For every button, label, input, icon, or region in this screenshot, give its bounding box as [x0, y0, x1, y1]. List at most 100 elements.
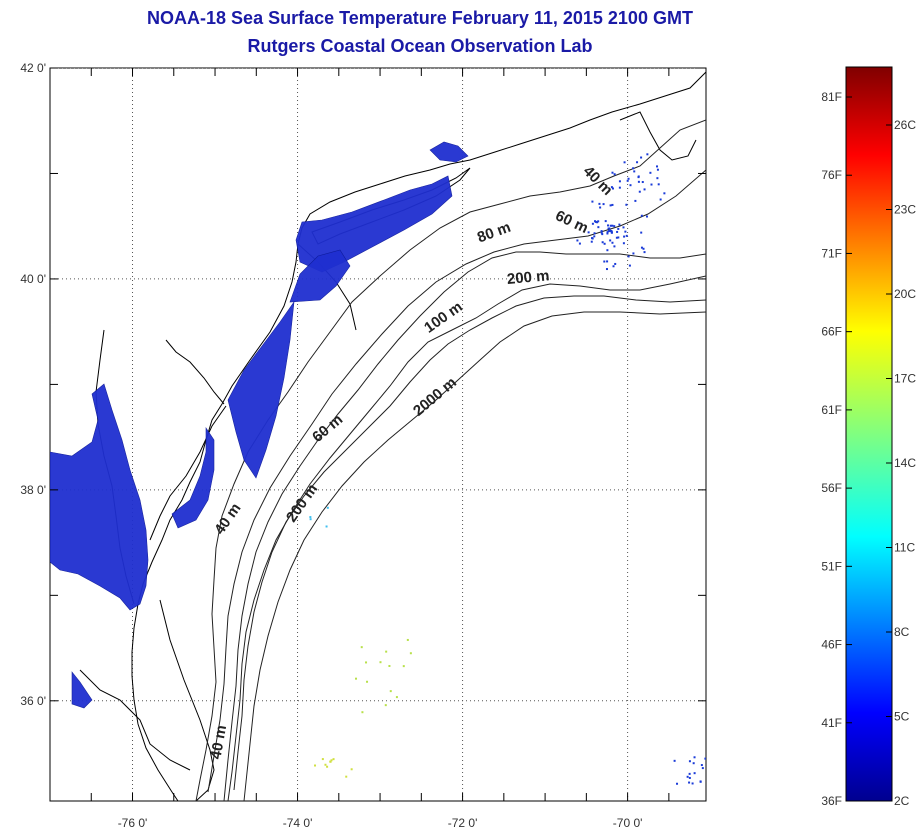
lat-tick-label: 42 0' [20, 61, 46, 75]
colorbar-c-label: 14C [894, 456, 916, 470]
sst-pixel [609, 224, 612, 227]
sst-pixel [656, 168, 659, 171]
sst-pixel [607, 230, 610, 233]
sst-pixel [657, 183, 660, 186]
sst-pixel [326, 506, 329, 509]
colorbar-c-label: 17C [894, 372, 916, 386]
sst-pixel [593, 235, 596, 238]
sst-pixel [314, 764, 317, 767]
sst-pixel [350, 768, 353, 771]
sst-pixel [623, 161, 626, 164]
sst-pixel [656, 165, 659, 168]
sst-pixel [611, 241, 614, 244]
map-frame [49, 67, 707, 802]
sst-pixel [365, 661, 368, 664]
sst-pixel [673, 759, 676, 762]
delaware-bay [165, 339, 225, 405]
sst-pixel [324, 763, 327, 766]
sst-pixel [609, 239, 612, 242]
sst-pixel [627, 255, 630, 258]
sst-pixel [601, 233, 604, 236]
sst-pixel [650, 183, 653, 186]
sst-scatter [309, 153, 706, 785]
sst-pixel [329, 760, 332, 763]
graticule [50, 68, 706, 801]
sst-pixel [578, 242, 581, 245]
sst-pixel [600, 230, 603, 233]
sst-pixel [688, 781, 691, 784]
sst-pixel [623, 235, 626, 238]
sst-coverage [50, 141, 469, 709]
isobath-label: 200 m [506, 267, 550, 288]
sst-pixel [603, 260, 606, 263]
sst-pixel [688, 772, 691, 775]
sst-pixel [409, 652, 412, 655]
sst-pixel [321, 758, 324, 761]
lon-tick-label: -70 0' [613, 816, 643, 830]
colorbar-labels: 81F 76F 71F 66F 61F 56F 51F 46F 41F 36F 26C 23C 20C 1… [821, 90, 916, 808]
sst-pixel [640, 246, 643, 249]
sst-pixel [649, 171, 652, 174]
sst-pixel [309, 518, 312, 521]
colorbar-f-label: 61F [821, 403, 842, 417]
isobath-label: 40 m [208, 724, 231, 761]
sst-pixel [366, 680, 369, 683]
sst-pixel [618, 186, 621, 189]
sst-pixel [402, 665, 405, 668]
sst-pixel [617, 236, 620, 239]
colorbar-f-label: 71F [821, 246, 842, 260]
sst-pixel [594, 220, 597, 223]
sst-pixel [613, 173, 616, 176]
sst-pixel [601, 241, 604, 244]
sst-pixel [627, 177, 630, 180]
sst-pixel [587, 231, 590, 234]
sst-pixel [632, 252, 635, 255]
sst-pixel [606, 249, 609, 252]
sst-pixel [629, 184, 632, 187]
sst-pixel [625, 234, 628, 237]
cape-cod [619, 111, 697, 161]
lon-tick-label: -74 0' [283, 816, 313, 830]
sst-pixel [395, 696, 398, 699]
sst-pixel [593, 232, 596, 235]
sst-pixel [597, 226, 600, 229]
sst-pixel [332, 758, 335, 761]
sst-pixel [704, 757, 706, 760]
sst-pixel [596, 221, 599, 224]
sst-pixel [676, 782, 679, 785]
sst-pixel [615, 236, 618, 239]
pamlico-sound [79, 669, 191, 771]
sst-pixel [602, 203, 605, 206]
sst-pixel [606, 231, 609, 234]
sst-pixel [603, 242, 606, 245]
sst-pixel [577, 222, 580, 225]
map-subtitle: Rutgers Coastal Ocean Observation Lab [247, 36, 593, 56]
sst-pixel [388, 664, 391, 667]
sst-pixel [606, 260, 609, 263]
isobath-100m [227, 275, 706, 801]
colorbar-f-label: 51F [821, 559, 842, 573]
sst-pixel [659, 198, 662, 201]
colorbar-c-label: 20C [894, 287, 916, 301]
sst-pixel [641, 181, 644, 184]
isobath-40m [195, 119, 706, 801]
sst-pixel [605, 268, 608, 271]
lat-tick-label: 40 0' [20, 272, 46, 286]
colorbar-c-label: 5C [894, 710, 910, 724]
sst-nj-coast [227, 300, 295, 479]
isobath-200m [233, 295, 706, 791]
sst-pixel [618, 180, 621, 183]
sst-pixel [598, 202, 601, 205]
sst-pixel [632, 167, 635, 170]
colorbar-f-label: 56F [821, 481, 842, 495]
map-axes: 42 0' 40 0' 38 0' 36 0' -76 0' -74 0' -72 0' -7… [20, 61, 706, 830]
sst-pixel [611, 171, 614, 174]
sst-pixel [646, 153, 649, 156]
sst-pixel [640, 214, 643, 217]
sst-pixel [693, 772, 696, 775]
sst-pixel [613, 225, 616, 228]
sst-pixel [406, 638, 409, 641]
sst-pixel [345, 775, 348, 778]
delmarva-inner [149, 405, 227, 541]
